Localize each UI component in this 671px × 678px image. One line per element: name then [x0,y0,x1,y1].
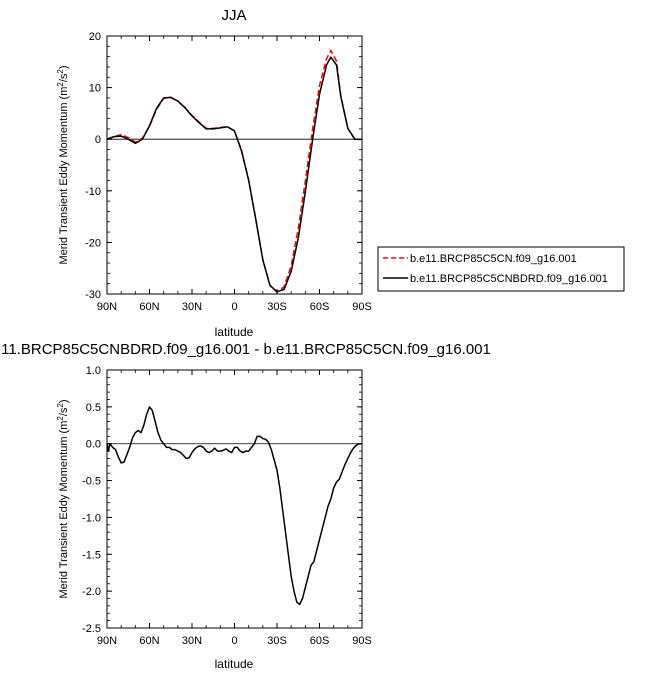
bottom-y-tick-label-6: -2.0 [82,586,101,598]
bottom-plot-frame [106,369,363,629]
top-x-axis-label: latitude [215,325,254,339]
top-series-line-1 [106,56,362,293]
legend-label-cnbdrd: b.e11.BRCP85C5CNBDRD.f09_g16.001 [410,273,608,285]
bottom-x-tick-label-1: 60N [139,635,159,647]
top-y-tick-label-1: 10 [89,83,101,95]
bottom-chart-title: 11.BRCP85C5CNBDRD.f09_g16.001 - b.e11.BR… [1,341,491,358]
top-y-tick-label-4: -20 [85,237,101,249]
bottom-x-tick-label-2: 30N [182,635,202,647]
bottom-y-tick-label-3: -0.5 [82,476,101,488]
top-x-tick-label-2: 30N [182,301,202,313]
bottom-panel: 11.BRCP85C5CNBDRD.f09_g16.001 - b.e11.BR… [1,341,491,671]
bottom-x-tick-label-3: 0 [231,635,237,647]
top-x-tick-label-4: 30S [267,301,287,313]
top-y-axis-label: Merid Transient Eddy Momentum (m2/s2) [56,65,70,264]
top-y-tick-label-3: -10 [85,186,101,198]
legend-box [377,246,625,292]
top-panel: JJA 90N 60N 30N 0 30S 60S 90S 20 10 0 -10 -20 -30 la… [56,7,625,339]
bottom-x-axis-label: latitude [215,657,254,671]
legend-label-cn: b.e11.BRCP85C5CN.f09_g16.001 [410,253,577,265]
bottom-y-axis-label: Merid Transient Eddy Momentum (m2/s2) [56,399,70,598]
top-y-tick-label-5: -30 [85,289,101,301]
top-x-tick-label-3: 0 [231,301,237,313]
top-series-line-0 [106,49,363,293]
bottom-plot-area: 90N 60N 30N 0 30S 60S 90S 1.0 0.5 0.0 -0.5 -1.0 -1.5… [82,365,372,647]
top-x-tick-label-0: 90N [97,301,117,313]
bottom-series-line-0 [106,406,362,606]
bottom-x-tick-label-5: 60S [310,635,330,647]
bottom-x-tick-label-6: 90S [352,635,372,647]
top-x-tick-label-1: 60N [139,301,159,313]
top-x-tick-label-6: 90S [352,301,372,313]
bottom-y-tick-label-0: 1.0 [86,365,101,377]
bottom-x-tick-label-4: 30S [267,635,287,647]
top-chart-title: JJA [221,7,246,24]
top-plot-area: 90N 60N 30N 0 30S 60S 90S 20 10 0 -10 -20 -30 [85,31,372,313]
top-y-tick-label-0: 20 [89,31,101,43]
top-x-tick-label-5: 60S [310,301,330,313]
bottom-y-tick-label-7: -2.5 [82,623,101,635]
bottom-y-tick-label-1: 0.5 [86,402,101,414]
top-y-tick-label-2: 0 [95,134,101,146]
bottom-x-tick-label-0: 90N [97,635,117,647]
bottom-y-tick-label-5: -1.5 [82,549,101,561]
legend: b.e11.BRCP85C5CN.f09_g16.001 b.e11.BRCP8… [377,246,625,292]
bottom-y-tick-label-2: 0.0 [86,439,101,451]
bottom-y-tick-label-4: -1.0 [82,512,101,524]
